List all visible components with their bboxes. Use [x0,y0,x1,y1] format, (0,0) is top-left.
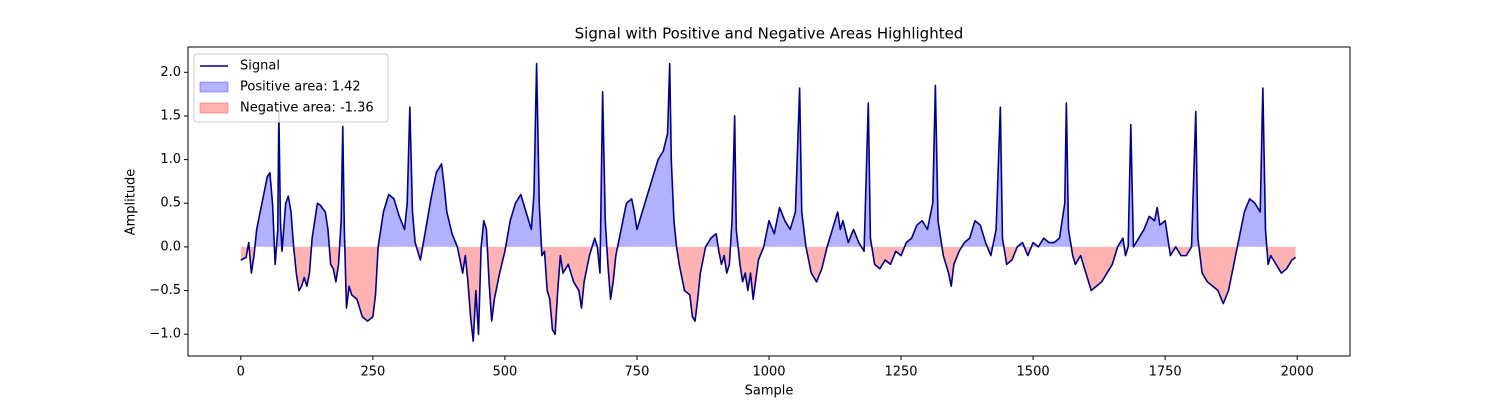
legend-label: Positive area: 1.42 [240,80,361,95]
y-tick-label: 0.0 [160,239,181,254]
plot-area [240,62,1297,342]
x-tick-label: 0 [237,365,245,380]
legend-label: Negative area: -1.36 [240,101,374,116]
y-tick-label: −1.0 [149,327,181,342]
x-tick-label: 1250 [884,365,917,380]
legend-patch [199,102,229,114]
legend-box [193,53,389,123]
x-tick-label: 1000 [752,365,785,380]
legend: Signal Positive area: 1.42 Negative area: … [193,53,389,123]
y-tick-label: 0.5 [160,196,181,211]
x-tick-label: 1500 [1017,365,1050,380]
legend-patch [199,81,229,93]
area-fill [240,246,1296,342]
chart-title: Signal with Positive and Negative Areas … [575,25,964,43]
y-tick-label: −0.5 [149,283,181,298]
x-tick-label: 750 [625,365,650,380]
y-axis-label: Amplitude [124,169,139,236]
x-tick-label: 500 [492,365,517,380]
signal-line [240,62,1297,342]
x-tick-label: 250 [360,365,385,380]
x-axis-label: Sample [745,384,794,399]
y-tick-label: 2.0 [160,65,181,80]
area-fill [247,63,1267,247]
x-tick-label: 1750 [1149,365,1182,380]
x-tick-label: 2000 [1281,365,1314,380]
y-tick-label: 1.0 [160,152,181,167]
y-tick-label: 1.5 [160,108,181,123]
legend-label: Signal [240,59,280,74]
